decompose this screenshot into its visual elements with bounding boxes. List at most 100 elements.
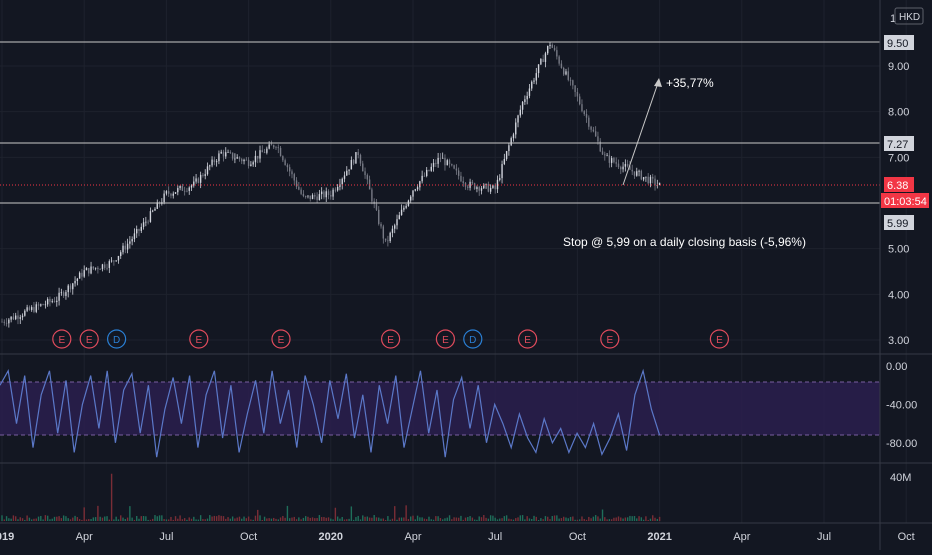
candle [558,56,560,64]
event-marker[interactable] [517,329,538,349]
candle [81,272,83,277]
countdown-badge [881,193,929,208]
candle [238,157,241,160]
resistance-badge [884,35,914,50]
volume-bar [412,515,414,521]
volume-bar [129,506,131,521]
time-axis[interactable]: 2019 Apr Jul Oct 2020 Apr Jul Oct 2021 Apr Jul Oct [0,531,915,543]
candle [531,81,533,89]
candle [453,165,455,169]
volume-bar [67,518,69,521]
event-marker[interactable] [381,329,401,349]
event-marker[interactable] [600,329,620,349]
volume-bar [250,519,252,521]
volume-bar [94,517,97,521]
candle [152,210,154,212]
time-axis-label: Apr [76,531,93,543]
price-tick: 5.00 [888,244,909,256]
volume-bar [563,516,565,521]
volume-bar [83,507,85,521]
candle [563,68,565,75]
volume-bar [489,515,492,521]
candle [24,310,26,316]
candle [585,114,588,118]
volume-bar [638,516,640,521]
volume-bar [97,505,99,521]
candle [83,270,85,277]
volume-bar [74,515,76,521]
candle [273,145,275,148]
event-marker[interactable] [189,329,209,349]
event-marker[interactable] [463,329,483,349]
candle [15,315,17,320]
event-marker[interactable] [79,329,99,349]
oscillator-tick: -80.00 [886,438,917,450]
volume-bar [332,519,334,521]
candle [649,176,652,184]
candle [368,179,371,190]
candle [304,196,307,197]
currency-badge[interactable] [894,7,924,25]
candle [97,267,99,270]
volume-bar [46,515,49,521]
candle [524,99,526,102]
candle [375,203,378,210]
event-marker-label: D [469,335,476,346]
volume-bar [352,519,355,521]
event-marker[interactable] [271,329,291,349]
volume-bar [177,518,179,521]
candle [645,176,647,178]
volume-bar [640,517,643,521]
candle [179,186,181,189]
candle [286,165,289,168]
volume-bar [152,518,154,521]
volume-bar [85,519,88,521]
price-axis[interactable]: 1 HKD 9.008.007.006.005.004.003.00 0.00-… [881,7,929,484]
volume-bar [416,515,419,521]
candle [343,175,346,179]
volume-bar [505,515,508,521]
candle [633,171,636,176]
volume-bar [606,519,608,521]
volume-bar [343,519,346,521]
volume-bar [167,519,170,521]
event-marker[interactable] [106,329,127,349]
price-tick: 3.00 [888,335,909,347]
volume-bar [3,519,5,521]
candle [617,163,620,168]
candle [460,175,462,182]
candle [325,191,327,198]
event-marker[interactable] [52,329,72,349]
event-marker[interactable] [435,329,455,349]
candle [88,268,90,274]
volume-bar [547,516,549,521]
volume-bar [444,518,446,521]
candle [314,195,316,197]
volume-bar [437,516,439,521]
volume-bar [236,517,238,521]
candle [432,162,435,167]
volume-bar [90,519,92,521]
candle [177,188,179,193]
volume-bar [234,518,236,521]
candle [225,152,227,157]
volume-bar [247,516,250,521]
event-marker[interactable] [709,329,730,349]
candle [462,181,464,184]
candle [640,170,643,180]
volume-bar [30,519,33,521]
projection-arrow[interactable] [622,79,660,186]
countdown-badge-text: 01:03:54 [884,196,927,208]
candle [624,164,627,167]
volume-bar [362,515,364,521]
candle [578,96,581,105]
volume-bar [51,518,53,521]
volume-bar [423,518,426,521]
candle [5,322,8,324]
volume-bar [410,516,412,521]
candle [37,304,40,306]
